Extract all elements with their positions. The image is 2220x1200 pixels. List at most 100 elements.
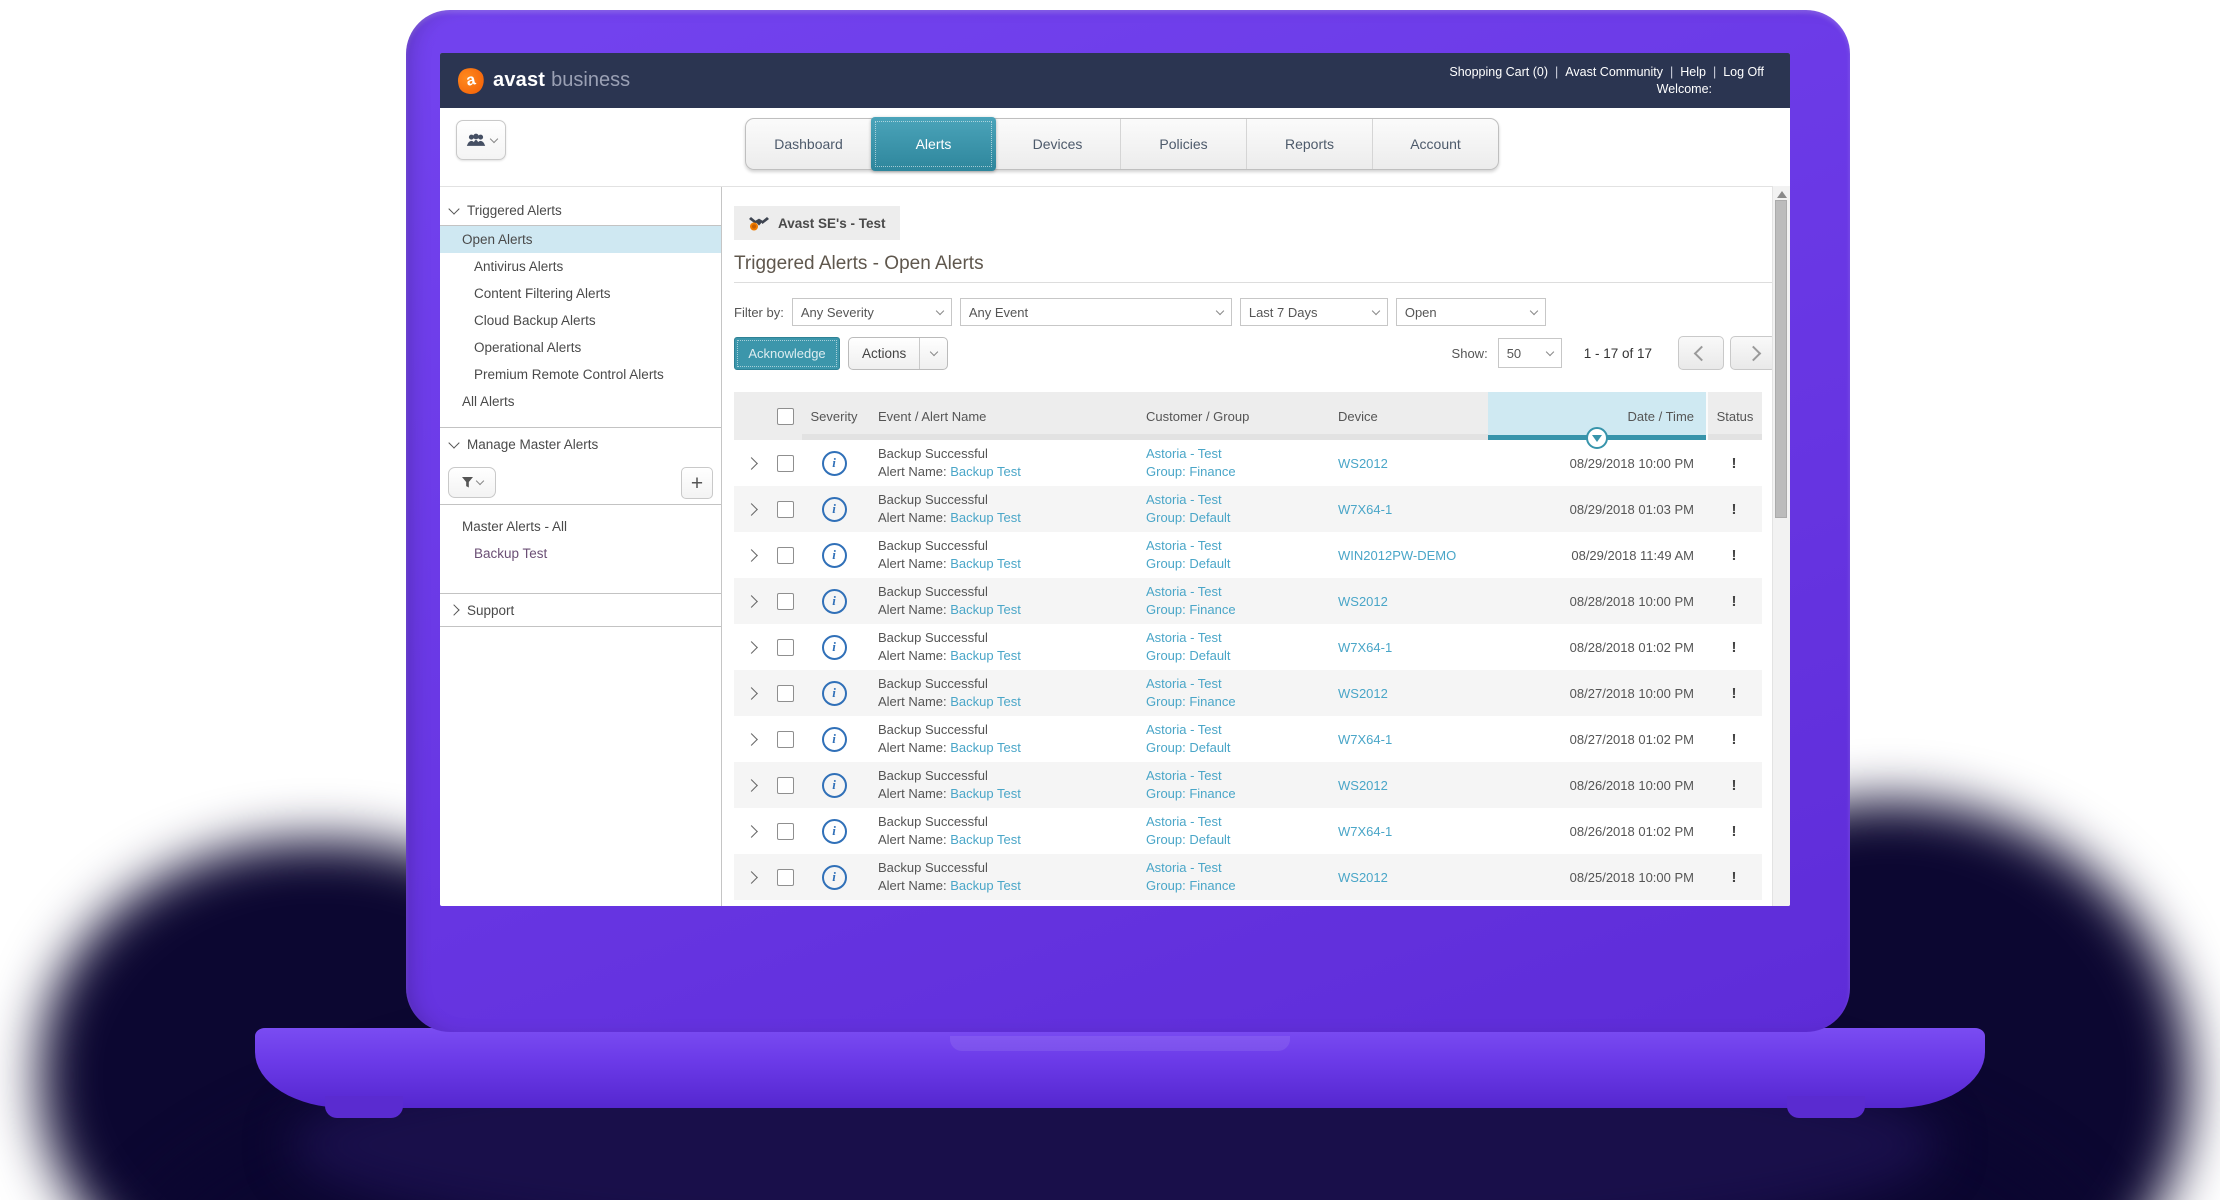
device-link[interactable]: WS2012 [1338,455,1388,471]
section-support[interactable]: Support [440,593,721,627]
scrollbar-thumb[interactable] [1775,200,1787,518]
sidebar-item-backup-test[interactable]: Backup Test [474,546,548,561]
info-severity-icon[interactable]: i [821,726,847,752]
group-link[interactable]: Group: Finance [1146,878,1236,893]
device-link[interactable]: W7X64-1 [1338,501,1393,517]
sidebar-item-master-alerts-all[interactable]: Master Alerts - All [462,519,568,534]
alert-name-link[interactable]: Backup Test [950,786,1021,801]
group-link[interactable]: Group: Finance [1146,464,1236,479]
customer-link[interactable]: Astoria - Test [1146,584,1222,599]
device-link[interactable]: WS2012 [1338,593,1388,609]
info-severity-icon[interactable]: i [821,772,847,798]
expand-row-icon[interactable] [744,870,758,884]
help-link[interactable]: Help [1680,64,1706,79]
section-manage-master-alerts[interactable]: Manage Master Alerts [440,427,721,460]
group-link[interactable]: Group: Default [1146,740,1231,755]
device-link[interactable]: W7X64-1 [1338,639,1393,655]
avast-community-link[interactable]: Avast Community [1565,64,1663,79]
group-link[interactable]: Group: Default [1146,510,1231,525]
severity-filter-select[interactable]: Any Severity [791,298,952,326]
expand-row-icon[interactable] [744,732,758,746]
device-link[interactable]: W7X64-1 [1338,823,1393,839]
customer-link[interactable]: Astoria - Test [1146,446,1222,461]
alert-name-link[interactable]: Backup Test [950,878,1021,893]
row-checkbox[interactable] [776,868,794,886]
customer-group-selector-button[interactable] [456,120,506,160]
device-link[interactable]: WIN2012PW-DEMO [1338,547,1457,563]
customer-link[interactable]: Astoria - Test [1146,630,1222,645]
row-checkbox[interactable] [776,730,794,748]
group-link[interactable]: Group: Finance [1146,786,1236,801]
alert-name-link[interactable]: Backup Test [950,740,1021,755]
row-checkbox[interactable] [776,546,794,564]
customer-link[interactable]: Astoria - Test [1146,768,1222,783]
date-range-filter-select[interactable]: Last 7 Days [1239,298,1388,326]
alert-name-link[interactable]: Backup Test [950,464,1021,479]
info-severity-icon[interactable]: i [821,588,847,614]
event-filter-select[interactable]: Any Event [959,298,1232,326]
sidebar-item-cloud-backup-alerts[interactable]: Cloud Backup Alerts [474,313,596,328]
tab-policies[interactable]: Policies [1121,119,1247,169]
info-severity-icon[interactable]: i [821,864,847,890]
row-checkbox[interactable] [776,822,794,840]
info-severity-icon[interactable]: i [821,634,847,660]
customer-link[interactable]: Astoria - Test [1146,814,1222,829]
customer-link[interactable]: Astoria - Test [1146,492,1222,507]
shopping-cart-link[interactable]: Shopping Cart (0) [1449,64,1549,79]
section-triggered-alerts[interactable]: Triggered Alerts [440,195,721,226]
sidebar-item-antivirus-alerts[interactable]: Antivirus Alerts [474,259,564,274]
sidebar-item-premium-remote-control-alerts[interactable]: Premium Remote Control Alerts [474,367,664,382]
sidebar-item-open-alerts[interactable]: Open Alerts [440,226,721,253]
customer-link[interactable]: Astoria - Test [1146,676,1222,691]
row-checkbox[interactable] [776,776,794,794]
acknowledge-button[interactable]: Acknowledge [734,336,840,370]
header-event-alert-name[interactable]: Event / Alert Name [866,392,1134,440]
group-link[interactable]: Group: Default [1146,556,1231,571]
vertical-scrollbar[interactable] [1772,186,1790,906]
customer-context-tab[interactable]: Avast SE's - Test [734,206,900,240]
customer-link[interactable]: Astoria - Test [1146,860,1222,875]
sidebar-item-content-filtering-alerts[interactable]: Content Filtering Alerts [474,286,611,301]
header-date-time[interactable]: Date / Time [1488,392,1706,449]
info-severity-icon[interactable]: i [821,496,847,522]
alert-name-link[interactable]: Backup Test [950,694,1021,709]
device-link[interactable]: WS2012 [1338,869,1388,885]
group-link[interactable]: Group: Finance [1146,694,1236,709]
row-checkbox[interactable] [776,592,794,610]
master-filter-button[interactable] [448,467,496,498]
row-checkbox[interactable] [776,454,794,472]
sidebar-item-operational-alerts[interactable]: Operational Alerts [474,340,582,355]
select-all-checkbox[interactable] [776,407,794,425]
header-device[interactable]: Device [1326,392,1488,440]
expand-row-icon[interactable] [744,778,758,792]
tab-devices[interactable]: Devices [995,119,1121,169]
tab-account[interactable]: Account [1410,136,1461,152]
row-checkbox[interactable] [776,684,794,702]
actions-dropdown-button[interactable]: Actions [848,336,949,370]
device-link[interactable]: W7X64-1 [1338,731,1393,747]
tab-dashboard[interactable]: Dashboard [746,119,872,169]
customer-link[interactable]: Astoria - Test [1146,722,1222,737]
header-status[interactable]: Status [1706,392,1762,440]
info-severity-icon[interactable]: i [821,680,847,706]
next-page-button[interactable] [1730,336,1776,370]
device-link[interactable]: WS2012 [1338,777,1388,793]
alert-name-link[interactable]: Backup Test [950,602,1021,617]
status-filter-select[interactable]: Open [1395,298,1546,326]
group-link[interactable]: Group: Default [1146,832,1231,847]
alert-name-link[interactable]: Backup Test [950,832,1021,847]
row-checkbox[interactable] [776,500,794,518]
header-customer-group[interactable]: Customer / Group [1134,392,1326,440]
log-off-link[interactable]: Log Off [1723,64,1764,79]
scrollbar-up-arrow-icon[interactable] [1776,191,1787,198]
expand-row-icon[interactable] [744,548,758,562]
customer-link[interactable]: Astoria - Test [1146,538,1222,553]
group-link[interactable]: Group: Finance [1146,602,1236,617]
expand-row-icon[interactable] [744,502,758,516]
info-severity-icon[interactable]: i [821,818,847,844]
add-master-alert-button[interactable]: + [681,467,713,499]
expand-row-icon[interactable] [744,686,758,700]
alert-name-link[interactable]: Backup Test [950,648,1021,663]
row-checkbox[interactable] [776,638,794,656]
info-severity-icon[interactable]: i [821,450,847,476]
